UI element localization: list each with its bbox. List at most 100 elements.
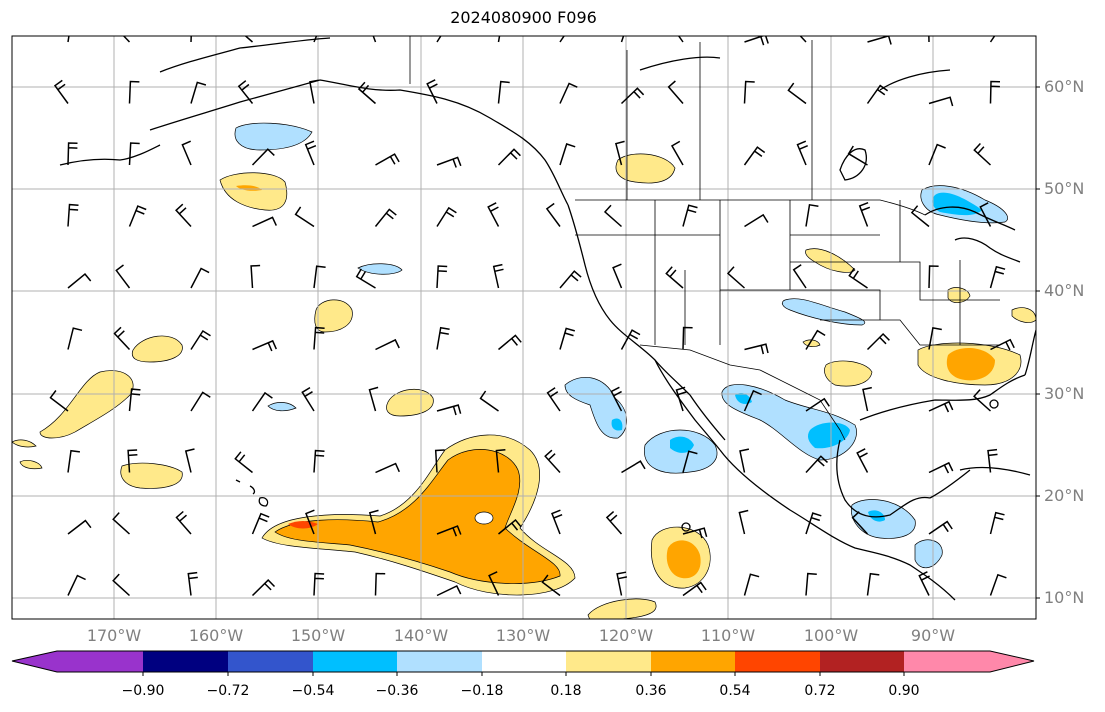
wind-barb [603,204,622,228]
lat-ticks [1036,86,1040,599]
wind-barb [858,201,871,227]
wind-barb [426,79,438,104]
wind-barb [234,451,253,474]
lat-label-10n: 10°N [1044,588,1085,607]
wind-barb [53,79,69,104]
wind-barb [739,448,750,473]
wind-barb [313,572,325,596]
wind-barb [559,270,582,289]
wind-barb [313,265,326,289]
wind-barb [122,36,131,43]
wind-barb [682,326,693,350]
wind-barb [498,334,522,351]
wind-barb [497,36,501,43]
wind-barb [989,511,1005,535]
wind-barb [989,36,996,43]
wind-barb [113,326,131,351]
wind-barb [190,36,192,43]
lon-label-90w: 90°W [910,626,956,645]
colorbar-tick-label: −0.54 [291,683,335,699]
wind-barb [305,509,315,535]
wind-barb [128,388,141,412]
wind-barb [614,140,625,166]
wind-barb [374,208,397,227]
lon-label-120w: 120°W [598,626,654,645]
wind-barb [112,512,131,535]
wind-barb [744,36,769,46]
wind-barb [436,404,462,416]
wind-barb [928,520,953,535]
wind-barb [612,263,623,289]
lat-label-50n: 50°N [1044,179,1085,198]
wind-barb [304,140,317,166]
wind-barb [67,574,86,596]
map-title: 2024080900 F096 [450,8,597,27]
wind-barb [436,584,462,597]
wind-barb [744,213,769,228]
lon-label-170w: 170°W [86,626,142,645]
wind-barb [313,449,325,473]
wind-barb [989,80,1001,104]
colorbar-tick-label: 0.72 [804,683,836,699]
wind-barb [67,449,81,473]
wind-barb [987,448,998,473]
wind-barb [190,267,210,289]
wind-barb [67,203,79,227]
wind-barb [792,264,807,289]
wind-barb [665,266,684,289]
wind-barb [436,265,448,289]
wind-barb [434,449,445,473]
colorbar-tick-label: −0.72 [206,683,250,699]
coastlines [59,37,1036,601]
wind-barb [309,79,319,104]
wind-barb [928,265,939,289]
wind-barb [252,339,277,352]
wind-barb [187,571,198,596]
wind-barb [620,36,625,43]
colorbar-tick-label: 0.90 [888,683,920,699]
wind-barb [436,156,462,168]
wind-barb [252,216,277,228]
wind-barb [368,386,379,412]
wind-barb [479,390,499,412]
wind-barb [67,519,92,535]
wind-barb [492,263,504,289]
wind-barb [375,153,400,166]
wind-barb [726,266,745,289]
wind-barb [682,204,698,227]
wind-barb [928,96,954,107]
wind-barb [436,36,442,43]
contour-fills [12,122,1036,619]
wind-barb [368,509,379,535]
colorbar-tick-label: −0.18 [460,683,504,699]
colorbar-tick-label: 0.54 [719,683,751,699]
wind-barb [743,389,762,412]
wind-barb [251,148,275,166]
wind-barb [251,512,270,535]
map-frame [11,35,1037,620]
wind-barb [918,571,930,596]
wind-barb [128,142,140,166]
wind-barb [436,525,462,537]
wind-barb [796,140,808,166]
wind-barb [115,264,131,289]
wind-barb [112,573,131,597]
wind-barb [184,448,195,473]
lon-label-160w: 160°W [188,626,244,645]
wind-barb [866,84,889,104]
wind-barb [544,449,561,474]
wind-barb [436,206,457,227]
lat-label-60n: 60°N [1044,77,1085,96]
wind-barb [989,265,1006,289]
wind-barb [541,574,561,597]
wind-barb [128,205,147,227]
wind-barb [190,81,207,104]
lon-label-150w: 150°W [290,626,346,645]
wind-barb [973,389,992,412]
lon-label-100w: 100°W [803,626,859,645]
wind-barb [251,579,276,597]
political-borders [409,36,1000,441]
wind-barb [675,386,687,412]
wind-barb [559,36,565,43]
